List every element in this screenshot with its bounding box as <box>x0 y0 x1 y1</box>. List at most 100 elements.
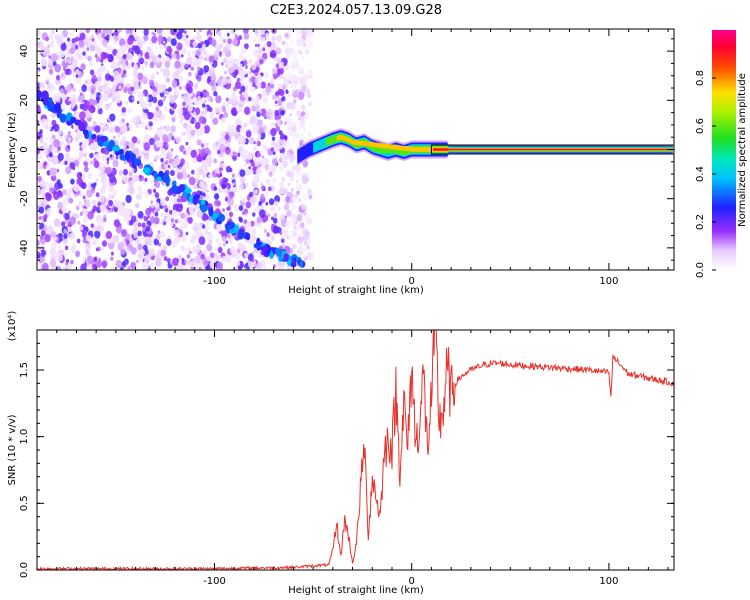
noise-blob <box>115 259 123 269</box>
noise-blob <box>306 251 314 261</box>
noise-blob <box>144 177 148 182</box>
noise-blob <box>83 161 89 167</box>
noise-blob <box>289 69 293 74</box>
noise-blob <box>292 138 296 143</box>
noise-blob <box>96 32 102 40</box>
noise-blob <box>234 69 239 76</box>
noise-blob <box>234 251 241 260</box>
noise-blob <box>231 38 238 46</box>
noise-blob <box>213 158 218 164</box>
noise-blob <box>132 77 140 86</box>
snr-frame <box>36 329 675 571</box>
doppler-blob <box>200 199 206 205</box>
noise-blob <box>163 163 168 169</box>
noise-blob <box>298 47 302 52</box>
noise-blob <box>104 86 108 91</box>
noise-blob <box>118 85 122 90</box>
noise-blob <box>150 179 154 184</box>
noise-blob <box>164 60 171 69</box>
noise-blob <box>82 51 86 56</box>
noise-blob <box>266 108 274 118</box>
noise-blob <box>244 106 251 116</box>
noise-blob <box>206 155 211 160</box>
noise-blob <box>197 139 202 146</box>
noise-blob <box>304 48 310 55</box>
noise-blob <box>268 198 275 206</box>
noise-blob <box>159 44 163 49</box>
noise-blob <box>143 142 151 151</box>
snr-panel: -100 0 100 0.0 0.5 1.0 1.5 Height of straight … <box>7 311 675 596</box>
noise-blob <box>125 194 132 204</box>
noise-blob <box>59 88 64 94</box>
noise-blob <box>144 64 148 69</box>
noise-blob <box>291 74 299 84</box>
noise-blob <box>202 174 206 179</box>
snr-content <box>37 330 674 570</box>
noise-blob <box>87 185 92 191</box>
colorbar-tick-label: 0.8 <box>695 70 706 86</box>
noise-blob <box>133 225 139 232</box>
noise-blob <box>218 242 222 247</box>
noise-blob <box>306 92 312 99</box>
noise-blob <box>158 31 163 37</box>
noise-blob <box>265 32 270 38</box>
noise-blob <box>115 200 123 210</box>
noise-blob <box>148 101 153 108</box>
noise-blob <box>122 54 127 60</box>
noise-blob <box>281 106 285 110</box>
y-tick-label: 1.5 <box>19 362 30 378</box>
noise-blob <box>86 255 94 264</box>
noise-blob <box>191 56 198 65</box>
noise-blob <box>144 254 151 263</box>
noise-blob <box>84 54 89 60</box>
noise-blob <box>99 101 103 106</box>
noise-blob <box>69 47 75 55</box>
noise-blob <box>225 60 232 68</box>
noise-blob <box>47 125 52 131</box>
noise-blob <box>216 238 220 243</box>
noise-blob <box>296 32 303 41</box>
noise-blob <box>238 35 243 41</box>
noise-blob <box>121 63 128 72</box>
noise-blob <box>109 113 116 122</box>
noise-blob <box>210 29 215 34</box>
noise-blob <box>157 249 161 255</box>
noise-blob <box>93 160 100 168</box>
noise-blob <box>188 176 196 186</box>
noise-blob <box>265 238 269 244</box>
noise-blob <box>270 84 275 89</box>
noise-blob <box>208 173 212 179</box>
noise-blob <box>221 183 226 190</box>
noise-blob <box>250 106 253 111</box>
noise-blob <box>135 115 142 123</box>
noise-blob <box>216 30 223 38</box>
noise-blob <box>62 189 67 196</box>
noise-blob <box>272 225 279 234</box>
noise-blob <box>63 233 68 239</box>
noise-blob <box>217 149 221 155</box>
noise-blob <box>221 162 226 169</box>
noise-blob <box>253 189 258 195</box>
noise-blob <box>180 158 185 165</box>
noise-blob <box>75 250 81 258</box>
noise-blob <box>270 122 277 130</box>
noise-blob <box>93 157 97 163</box>
noise-blob <box>121 201 126 207</box>
noise-blob <box>230 29 237 35</box>
noise-blob <box>269 49 277 59</box>
noise-blob <box>137 54 141 59</box>
noise-blob <box>163 40 166 44</box>
noise-blob <box>229 238 234 244</box>
noise-blob <box>76 238 81 244</box>
noise-blob <box>296 110 301 117</box>
doppler-blob <box>119 148 124 156</box>
noise-blob <box>303 126 307 131</box>
noise-blob <box>123 168 128 176</box>
noise-blob <box>296 40 302 47</box>
noise-blob <box>41 61 46 66</box>
doppler-blob <box>245 233 251 241</box>
noise-blob <box>56 179 61 185</box>
noise-blob <box>245 221 252 228</box>
noise-blob <box>179 86 182 90</box>
noise-blob <box>126 145 130 149</box>
